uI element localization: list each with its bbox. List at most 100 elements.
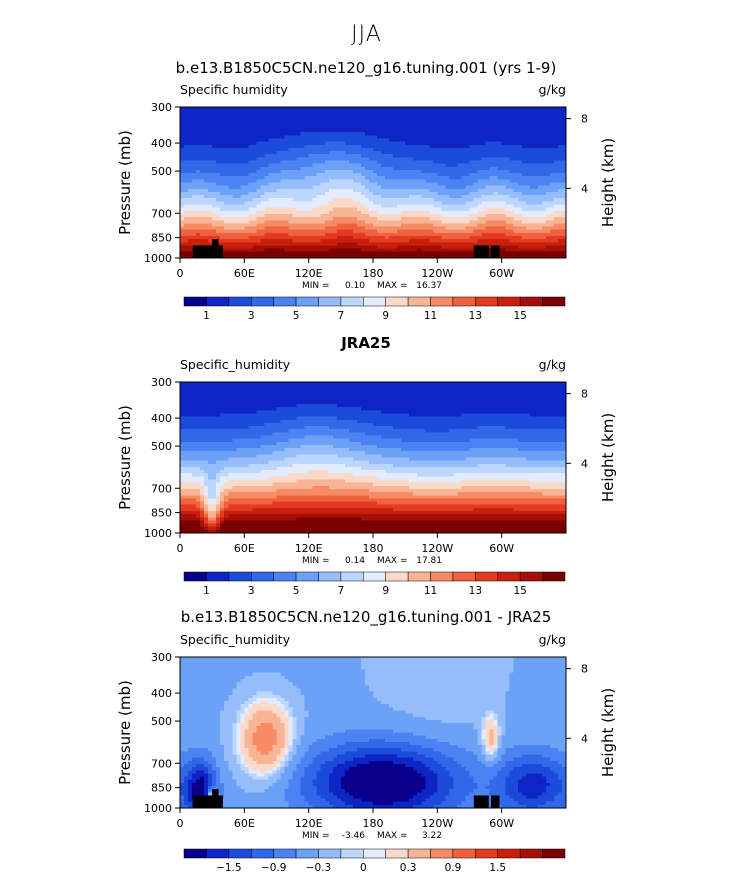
contour-cell: [373, 182, 378, 187]
contour-cell: [184, 242, 189, 247]
contour-cell: [441, 226, 446, 231]
contour-cell: [421, 210, 426, 215]
contour-cell: [393, 235, 398, 240]
contour-cell: [373, 113, 378, 118]
contour-cell: [312, 163, 318, 168]
contour-cell: [529, 160, 535, 165]
contour-cell: [244, 122, 249, 127]
contour-cell: [517, 160, 523, 165]
contour-cell: [292, 166, 298, 171]
contour-cell: [389, 125, 394, 130]
contour-cell: [553, 204, 559, 209]
contour-cell: [200, 122, 205, 127]
contour-cell: [485, 141, 491, 146]
contour-cell: [421, 116, 426, 121]
contour-cell: [212, 235, 217, 240]
contour-cell: [356, 169, 362, 174]
contour-cell: [228, 235, 233, 240]
contour-cell: [425, 163, 430, 168]
contour-cell: [280, 110, 286, 114]
contour-cell: [409, 232, 414, 237]
contour-cell: [457, 213, 463, 218]
contour-cell: [308, 195, 314, 199]
contour-cell: [284, 207, 290, 212]
contour-cell: [377, 157, 382, 162]
contour-cell: [308, 226, 314, 231]
contour-cell: [457, 113, 463, 118]
contour-cell: [328, 147, 334, 152]
contour-cell: [505, 138, 511, 143]
contour-cell: [477, 242, 483, 247]
contour-cell: [184, 125, 189, 130]
contour-cell: [324, 382, 330, 386]
contour-cell: [521, 188, 527, 193]
contour-cell: [497, 248, 503, 253]
contour-cell: [393, 220, 398, 224]
contour-cell: [545, 119, 551, 124]
contour-cell: [489, 160, 495, 165]
contour-cell: [417, 207, 422, 212]
contour-cell: [232, 154, 237, 158]
contour-cell: [324, 166, 330, 171]
contour-cell: [489, 169, 495, 174]
contour-cell: [364, 147, 370, 152]
contour-cell: [545, 122, 551, 127]
contour-cell: [284, 135, 290, 140]
contour-cell: [304, 116, 310, 121]
contour-cell: [192, 204, 197, 209]
contour-cell: [348, 151, 354, 155]
contour-cell: [328, 388, 334, 393]
contour-cell: [509, 160, 515, 165]
contour-cell: [192, 185, 197, 190]
contour-cell: [453, 185, 459, 190]
contour-cell: [381, 138, 386, 143]
contour-cell: [449, 173, 455, 177]
contour-cell: [561, 166, 567, 171]
x-tick-label: 120E: [295, 267, 323, 280]
contour-cell: [533, 235, 539, 240]
contour-cell: [344, 213, 350, 218]
colorbar-swatch: [228, 296, 252, 307]
contour-cell: [332, 179, 338, 184]
contour-cell: [328, 154, 334, 158]
contour-cell: [461, 182, 467, 187]
contour-cell: [192, 129, 197, 133]
contour-cell: [413, 147, 418, 152]
contour-cell: [473, 213, 479, 218]
contour-cell: [312, 220, 318, 224]
contour-cell: [240, 195, 245, 199]
contour-cell: [521, 182, 527, 187]
contour-cell: [513, 151, 519, 155]
contour-cell: [521, 129, 527, 133]
contour-cell: [401, 210, 406, 215]
contour-cell: [481, 182, 487, 187]
contour-cell: [276, 138, 282, 143]
contour-cell: [356, 113, 362, 118]
contour-cell: [216, 169, 221, 174]
contour-cell: [393, 144, 398, 149]
contour-cell: [461, 122, 467, 127]
contour-cell: [449, 210, 455, 215]
contour-cell: [501, 141, 507, 146]
contour-cell: [316, 176, 322, 180]
contour-cell: [312, 191, 318, 196]
contour-cell: [280, 107, 286, 111]
contour-cell: [232, 204, 237, 209]
contour-cell: [328, 166, 334, 171]
contour-cell: [292, 245, 298, 250]
contour-cell: [208, 204, 213, 209]
contour-cell: [324, 388, 330, 393]
contour-cell: [465, 107, 471, 111]
contour-cell: [332, 235, 338, 240]
contour-cell: [381, 223, 386, 228]
contour-cell: [228, 132, 233, 136]
contour-cell: [497, 201, 503, 206]
contour-cell: [509, 251, 515, 256]
contour-cell: [393, 110, 398, 114]
contour-cell: [405, 138, 410, 143]
contour-cell: [441, 163, 446, 168]
contour-cell: [228, 135, 233, 140]
contour-cell: [364, 176, 370, 180]
contour-cell: [308, 232, 314, 237]
contour-cell: [200, 144, 205, 149]
